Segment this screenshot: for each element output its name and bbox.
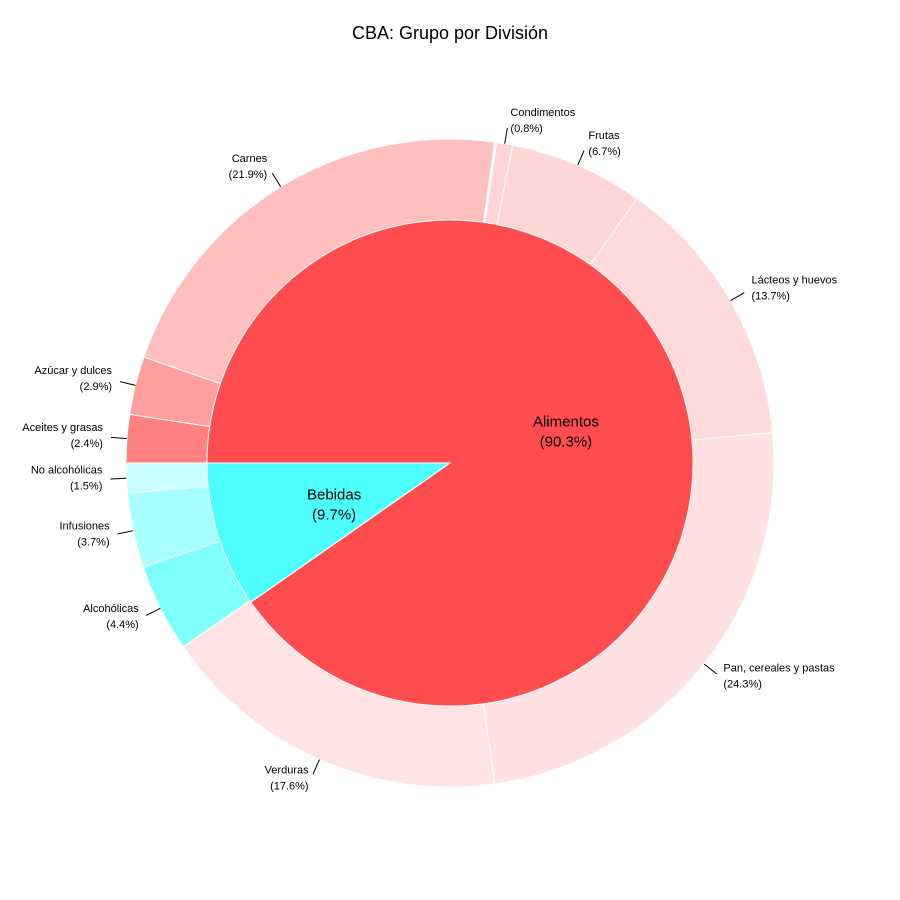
outer-slice-name-verduras: Verduras <box>265 765 310 777</box>
outer-slice-name-infusiones: Infusiones <box>59 520 110 532</box>
leader-line-verduras <box>312 759 320 775</box>
inner-slice-bebidas <box>206 462 452 603</box>
leader-line-pan-cereales-y-pastas <box>703 663 717 675</box>
outer-slice-pct-aceites-y-grasas: (2.4%) <box>71 438 103 450</box>
outer-slice-name-pan-cereales-y-pastas: Pan, cereales y pastas <box>723 663 835 675</box>
outer-slice-name-azucar-y-dulces: Azúcar y dulces <box>34 365 112 377</box>
outer-slice-pct-alcoholicas: (4.4%) <box>106 619 138 631</box>
outer-slice-name-alcoholicas: Alcohólicas <box>83 603 139 615</box>
outer-slice-pct-verduras: (17.6%) <box>270 781 309 793</box>
outer-slice-pct-lacteos-y-huevos: (13.7%) <box>751 291 790 303</box>
leader-line-lacteos-y-huevos <box>730 292 745 302</box>
leader-line-aceites-y-grasas <box>110 436 127 440</box>
outer-slice-pct-no-alcoholicas: (1.5%) <box>70 480 102 492</box>
slice-labels: Condimentos (0.8%) Frutas (6.7%) Lácteos y h… <box>22 107 837 793</box>
outer-ring <box>125 138 775 788</box>
leader-line-alcoholicas <box>145 607 161 616</box>
leader-line-no-alcoholicas <box>110 477 127 480</box>
leader-line-azucar-y-dulces <box>119 381 136 386</box>
outer-slice-name-lacteos-y-huevos: Lácteos y huevos <box>751 275 837 287</box>
leader-line-carnes <box>271 172 282 188</box>
outer-slice-name-frutas: Frutas <box>588 130 620 142</box>
leader-line-condimentos <box>504 127 508 144</box>
outer-slice-name-no-alcoholicas: No alcohólicas <box>31 464 103 476</box>
outer-slice-name-aceites-y-grasas: Aceites y grasas <box>22 422 103 434</box>
outer-slice-pct-carnes: (21.9%) <box>229 169 268 181</box>
outer-slice-pct-infusiones: (3.7%) <box>77 536 109 548</box>
inner-slice-pct-bebidas: (9.7%) <box>312 506 356 523</box>
outer-slice-pct-condimentos: (0.8%) <box>510 123 542 135</box>
leader-line-infusiones <box>117 530 134 535</box>
leader-line-frutas <box>577 150 585 166</box>
inner-slice-pct-alimentos: (90.3%) <box>540 434 593 451</box>
outer-slice-name-carnes: Carnes <box>232 153 268 165</box>
outer-slice-pct-azucar-y-dulces: (2.9%) <box>80 381 112 393</box>
outer-slice-name-condimentos: Condimentos <box>510 107 575 119</box>
inner-slice-name-bebidas: Bebidas <box>307 486 361 503</box>
inner-pie: Alimentos (90.3%) Bebidas (9.7%) <box>206 219 694 707</box>
outer-slice-pct-frutas: (6.7%) <box>588 146 620 158</box>
inner-slice-name-alimentos: Alimentos <box>533 414 599 431</box>
outer-slice-pct-pan-cereales-y-pastas: (24.3%) <box>723 679 762 691</box>
chart-title: CBA: Grupo por División <box>352 23 548 43</box>
